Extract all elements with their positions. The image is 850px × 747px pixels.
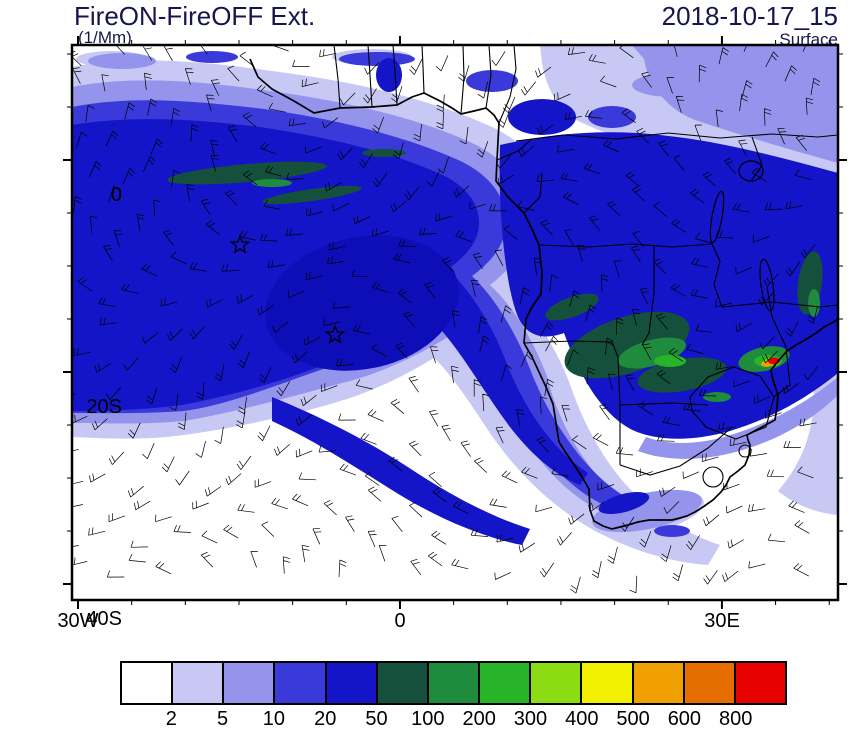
fill-region (545, 293, 599, 321)
border-line (421, 45, 425, 94)
colorbar-tick-label: 100 (411, 708, 445, 730)
border-line (750, 136, 763, 182)
fill-region (638, 377, 838, 459)
coastline (249, 58, 838, 530)
colorbar-swatch (426, 661, 481, 705)
border-line (721, 301, 838, 308)
fill-region (88, 53, 156, 69)
colorbar-tick-label: 600 (667, 708, 702, 730)
border-line (515, 132, 838, 142)
colorbar-swatch (171, 661, 225, 705)
border-line (496, 138, 533, 161)
fill-region (588, 106, 636, 128)
map-canvas (63, 36, 847, 609)
y-tick-label: 40S (86, 608, 122, 630)
border-line (689, 366, 775, 440)
lake (738, 160, 764, 182)
star-markers (229, 234, 346, 344)
fill-region (252, 179, 292, 187)
wind-barb-glyphs (72, 45, 821, 594)
border-line (498, 45, 517, 124)
border-line (485, 45, 492, 109)
fill-region (598, 492, 650, 514)
colorbar-swatch (529, 661, 583, 705)
colorbar-swatch (631, 661, 685, 705)
colorbar-tick-label: 400 (565, 708, 599, 730)
x-tick-label: 30E (704, 610, 740, 632)
colorbar-tick-label: 500 (616, 708, 650, 730)
colorbar-swatch (733, 661, 788, 705)
fill-region (186, 51, 238, 63)
colorbar-tick-label: 800 (719, 708, 753, 730)
border-line (392, 45, 398, 106)
lake (709, 190, 725, 244)
border-line (702, 466, 724, 488)
colorbar-tick-label: 20 (314, 708, 337, 730)
colorbar-tick-label: 10 (262, 708, 286, 730)
fill-region (544, 134, 600, 164)
border-line (538, 243, 713, 248)
fill-region (508, 99, 576, 135)
datetime-label: 2018-10-17_15 (661, 1, 838, 31)
map-plot: 0 20S 40S (60, 35, 850, 630)
fill-region (376, 58, 402, 92)
colorbar-tick-label: 2 (165, 708, 177, 730)
lakes (709, 160, 775, 312)
y-tick-label: 20S (86, 396, 122, 418)
plot-title: FireON-FireOFF Ext. (74, 1, 316, 31)
fill-region (654, 355, 686, 367)
border-line (619, 402, 709, 406)
colorbar-tick-label: 200 (462, 708, 496, 730)
fill-region (262, 185, 362, 205)
border-line (333, 45, 341, 109)
fill-region (703, 392, 731, 402)
colorbar: 2 5 10 20 50 100 200 300 400 500 600 800 (120, 661, 788, 731)
border-line (367, 45, 373, 108)
colorbar-swatch (478, 661, 532, 705)
star-marker (324, 324, 346, 344)
map-frame (70, 43, 840, 602)
border-line (523, 340, 613, 344)
fill-region (654, 525, 690, 537)
fill-region (632, 73, 712, 97)
border-line (711, 243, 723, 308)
border-line (766, 286, 791, 398)
colorbar-swatch (120, 661, 174, 705)
colorbar-swatch (222, 661, 276, 705)
border-line (641, 246, 655, 346)
fill-region (761, 361, 771, 367)
x-tick-label: 30W (57, 610, 99, 632)
lake (759, 258, 775, 312)
border-line (611, 341, 621, 465)
wind-barbs (72, 45, 821, 594)
colorbar-swatch (682, 661, 736, 705)
colorbar-tick-label: 5 (217, 708, 229, 730)
fill-region (637, 357, 727, 393)
colorbar-swatch (580, 661, 634, 705)
fill-high-levels (167, 149, 823, 402)
fill-region (466, 70, 518, 92)
colorbar-swatch (324, 661, 378, 705)
fill-region (808, 289, 820, 317)
colorbar-tick-label: 300 (513, 708, 548, 730)
fill-region (272, 397, 530, 545)
fill-region (167, 161, 327, 185)
fill-region (362, 149, 406, 157)
colorbar-swatch (273, 661, 327, 705)
fill-region (618, 337, 686, 369)
units-label: (1/Mm) (78, 28, 132, 47)
y-tick-label: 0 (110, 184, 122, 206)
colorbar-tick-label: 50 (365, 708, 388, 730)
x-tick-label: 0 (394, 610, 406, 632)
plume-core (265, 235, 459, 371)
star-marker (229, 234, 251, 254)
colorbar-swatches (120, 661, 788, 705)
colorbar-labels: 2 5 10 20 50 100 200 300 400 500 600 800 (120, 705, 787, 731)
colorbar-swatch (375, 661, 429, 705)
